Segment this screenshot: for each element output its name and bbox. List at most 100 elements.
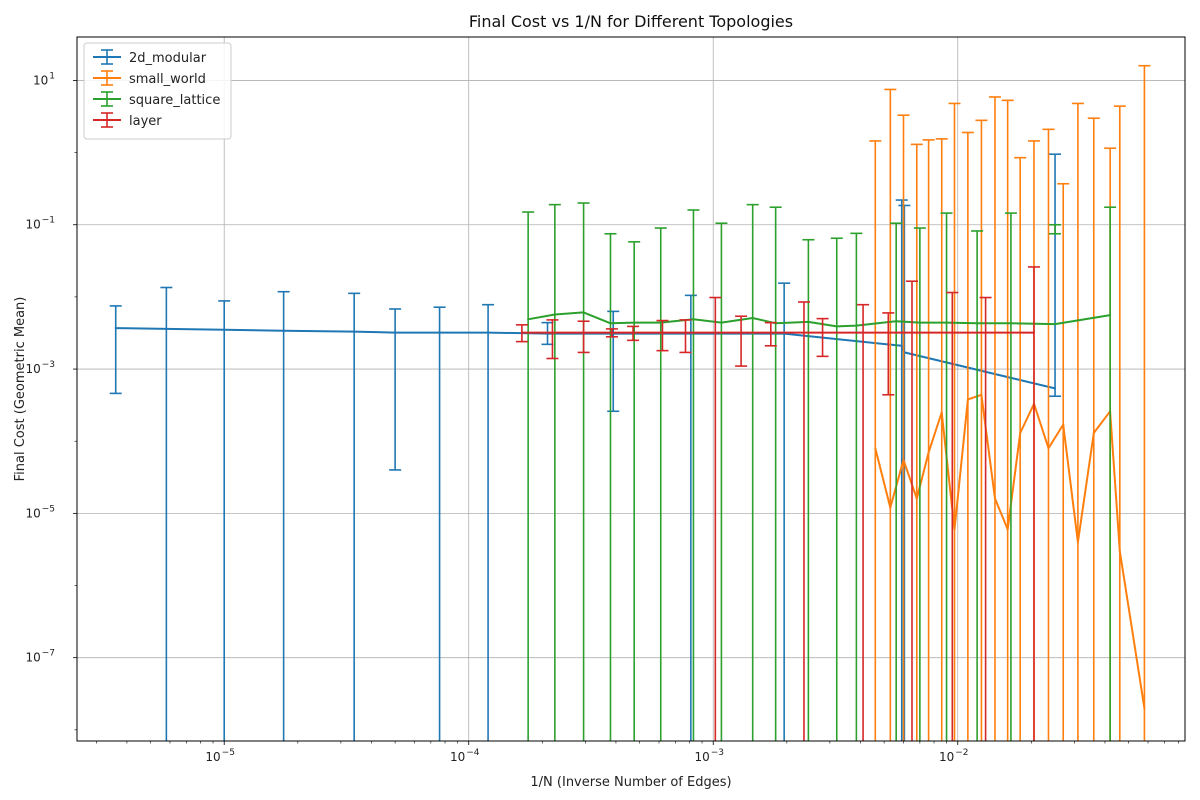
data-point: [1032, 331, 1035, 334]
legend-label: 2d_modular: [129, 51, 207, 66]
data-point: [223, 328, 226, 331]
data-point: [927, 451, 930, 454]
x-tick-label: 10−2: [939, 748, 969, 764]
data-point: [874, 447, 877, 450]
x-tick-exponent: −4: [466, 748, 480, 758]
data-point: [769, 331, 772, 334]
data-point: [807, 320, 810, 323]
data-point: [902, 458, 905, 461]
y-tick-exponent: 1: [49, 71, 55, 81]
data-point: [862, 331, 865, 334]
data-point: [966, 398, 969, 401]
x-tick-label: 10−4: [450, 748, 480, 764]
legend-item-small_world: small_world: [93, 70, 206, 87]
data-point: [165, 327, 168, 330]
x-tick-exponent: −2: [955, 748, 968, 758]
data-point: [282, 329, 285, 332]
x-tick-label: 10−5: [205, 748, 235, 764]
data-point: [940, 411, 943, 414]
data-point: [918, 321, 921, 324]
data-point: [438, 331, 441, 334]
data-point: [1062, 423, 1065, 426]
legend-item-square_lattice: square_lattice: [93, 91, 220, 108]
y-axis-label: Final Cost (Geometric Mean): [13, 297, 28, 482]
legend-box: [83, 42, 232, 140]
data-point: [855, 324, 858, 327]
data-point: [915, 497, 918, 500]
data-point: [1006, 528, 1009, 531]
series-layer: [515, 266, 1040, 741]
data-point: [802, 331, 805, 334]
data-point: [953, 528, 956, 531]
y-tick-label: 10−3: [25, 360, 55, 376]
data-point: [740, 331, 743, 334]
series-square_lattice: [522, 202, 1117, 741]
legend-item-2d_modular: 2d_modular: [93, 49, 207, 66]
x-axis-label: 1/N (Inverse Number of Edges): [530, 775, 731, 790]
series-line-2d_modular: [115, 327, 1056, 390]
legend-item-layer: layer: [93, 112, 162, 129]
y-tick-exponent: −3: [42, 360, 55, 370]
legend-label: layer: [129, 114, 162, 129]
y-tick-label: 101: [33, 71, 55, 87]
data-point: [633, 321, 636, 324]
data-point: [632, 331, 635, 334]
data-point: [821, 331, 824, 334]
data-point: [751, 317, 754, 320]
data-point: [1076, 541, 1079, 544]
data-point: [353, 330, 356, 333]
data-point: [1054, 323, 1057, 326]
data-point: [684, 331, 687, 334]
series-2d_modular: [109, 153, 1062, 741]
data-point: [1047, 447, 1050, 450]
data-point: [659, 321, 662, 324]
data-point: [609, 322, 612, 325]
x-tick-label: 10−3: [694, 748, 724, 764]
data-point: [553, 313, 556, 316]
axes-frame: [76, 36, 1186, 742]
data-point: [582, 331, 585, 334]
x-tick-exponent: −5: [222, 748, 235, 758]
legend-label: square_lattice: [129, 93, 220, 108]
data-point: [582, 311, 585, 314]
y-tick-exponent: −5: [42, 504, 55, 514]
data-point: [720, 321, 723, 324]
data-point: [889, 506, 892, 509]
data-point: [945, 321, 948, 324]
data-point: [394, 331, 397, 334]
data-point: [895, 320, 898, 323]
y-tick-label: 10−7: [25, 649, 55, 665]
data-point: [610, 331, 613, 334]
series-layer: [109, 64, 1151, 741]
series-line-small_world: [874, 393, 1146, 709]
plot-area: 10−5 10−4 10−3 10−2 10−7 10−5 10−3 10−1 101 2d_mo…: [25, 36, 1186, 764]
data-point: [487, 331, 490, 334]
data-point: [114, 327, 117, 330]
data-point: [1118, 550, 1121, 553]
y-tick-label: 10−1: [25, 216, 55, 232]
x-tick-exponent: −3: [711, 748, 724, 758]
data-point: [527, 318, 530, 321]
data-point: [1092, 431, 1095, 434]
y-tick-label: 10−5: [25, 504, 55, 520]
legend-label: small_world: [129, 72, 206, 87]
data-point: [980, 393, 983, 396]
data-point: [1109, 314, 1112, 317]
data-point: [1019, 431, 1022, 434]
data-point: [714, 331, 717, 334]
data-point: [993, 497, 996, 500]
y-tick-exponent: −1: [42, 216, 55, 226]
series-line-square_lattice: [527, 311, 1111, 328]
data-point: [951, 331, 954, 334]
y-tick-exponent: −7: [42, 649, 55, 659]
data-point: [900, 344, 903, 347]
data-point: [835, 325, 838, 328]
data-point: [887, 331, 890, 334]
data-point: [984, 331, 987, 334]
data-point: [692, 318, 695, 321]
data-point: [1054, 387, 1057, 390]
chart-title: Final Cost vs 1/N for Different Topologi…: [469, 12, 793, 31]
data-point: [551, 331, 554, 334]
